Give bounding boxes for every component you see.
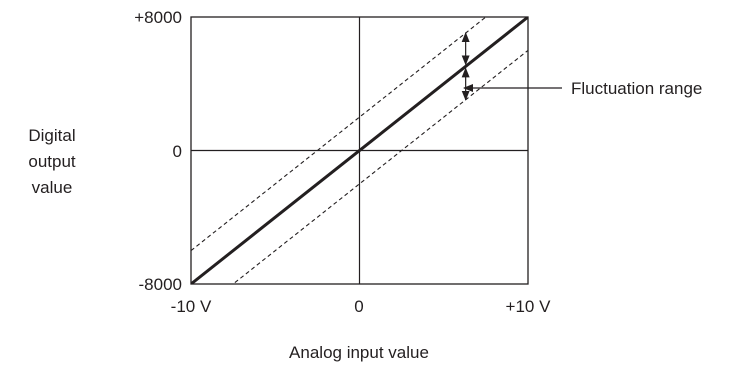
x-axis-title: Analog input value [289, 343, 429, 362]
y-tick-zero: 0 [173, 142, 182, 161]
fluctuation-range-label: Fluctuation range [571, 79, 702, 98]
x-tick-left: -10 V [171, 297, 212, 316]
y-tick-bottom: -8000 [139, 275, 182, 294]
ideal-conversion-line [191, 17, 528, 284]
x-tick-right: +10 V [506, 297, 552, 316]
y-axis-title-line-3: value [32, 178, 73, 197]
y-tick-top: +8000 [134, 8, 182, 27]
upper-error-line [191, 17, 487, 252]
y-axis-title-line-2: output [28, 152, 76, 171]
y-axis-title-line-1: Digital [28, 126, 75, 145]
x-tick-zero: 0 [354, 297, 363, 316]
lower-error-line [232, 49, 528, 284]
